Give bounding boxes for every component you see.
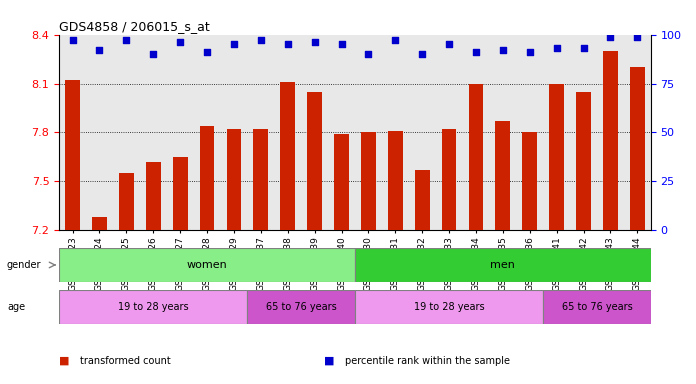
Point — [202, 49, 213, 55]
Text: transformed count: transformed count — [80, 356, 171, 366]
Bar — [253, 129, 268, 230]
Point — [524, 49, 535, 55]
Bar — [200, 126, 214, 230]
Point — [67, 37, 78, 43]
Bar — [388, 131, 403, 230]
Point — [578, 45, 589, 51]
Text: 65 to 76 years: 65 to 76 years — [562, 302, 633, 312]
Bar — [355, 248, 651, 282]
Text: 19 to 28 years: 19 to 28 years — [118, 302, 189, 312]
Bar — [543, 290, 651, 324]
Point — [363, 51, 374, 57]
Text: ■: ■ — [59, 356, 70, 366]
Bar — [576, 92, 591, 230]
Point — [417, 51, 428, 57]
Bar — [280, 82, 295, 230]
Bar — [355, 290, 543, 324]
Text: 65 to 76 years: 65 to 76 years — [266, 302, 337, 312]
Bar — [334, 134, 349, 230]
Bar — [247, 290, 355, 324]
Text: men: men — [491, 260, 515, 270]
Point — [390, 37, 401, 43]
Point — [309, 39, 320, 45]
Point — [443, 41, 454, 48]
Point — [148, 51, 159, 57]
Point — [255, 37, 267, 43]
Bar — [523, 132, 537, 230]
Point — [551, 45, 562, 51]
Bar — [630, 67, 644, 230]
Bar — [549, 84, 564, 230]
Text: ■: ■ — [324, 356, 334, 366]
Bar — [603, 51, 618, 230]
Bar — [468, 84, 483, 230]
Bar — [59, 290, 247, 324]
Bar — [59, 248, 355, 282]
Point — [94, 47, 105, 53]
Point — [282, 41, 293, 48]
Text: age: age — [7, 302, 25, 312]
Point — [632, 33, 643, 40]
Bar — [173, 157, 187, 230]
Bar — [119, 173, 134, 230]
Point — [121, 37, 132, 43]
Bar — [496, 121, 510, 230]
Point — [228, 41, 239, 48]
Text: GDS4858 / 206015_s_at: GDS4858 / 206015_s_at — [59, 20, 210, 33]
Bar — [227, 129, 242, 230]
Text: women: women — [187, 260, 228, 270]
Bar — [361, 132, 376, 230]
Text: 19 to 28 years: 19 to 28 years — [413, 302, 484, 312]
Point — [605, 33, 616, 40]
Text: percentile rank within the sample: percentile rank within the sample — [345, 356, 509, 366]
Point — [175, 39, 186, 45]
Bar — [65, 80, 80, 230]
Point — [336, 41, 347, 48]
Point — [498, 47, 509, 53]
Bar — [146, 162, 161, 230]
Bar — [415, 170, 429, 230]
Bar — [92, 217, 107, 230]
Point — [470, 49, 482, 55]
Bar — [307, 92, 322, 230]
Text: gender: gender — [7, 260, 42, 270]
Bar — [442, 129, 457, 230]
